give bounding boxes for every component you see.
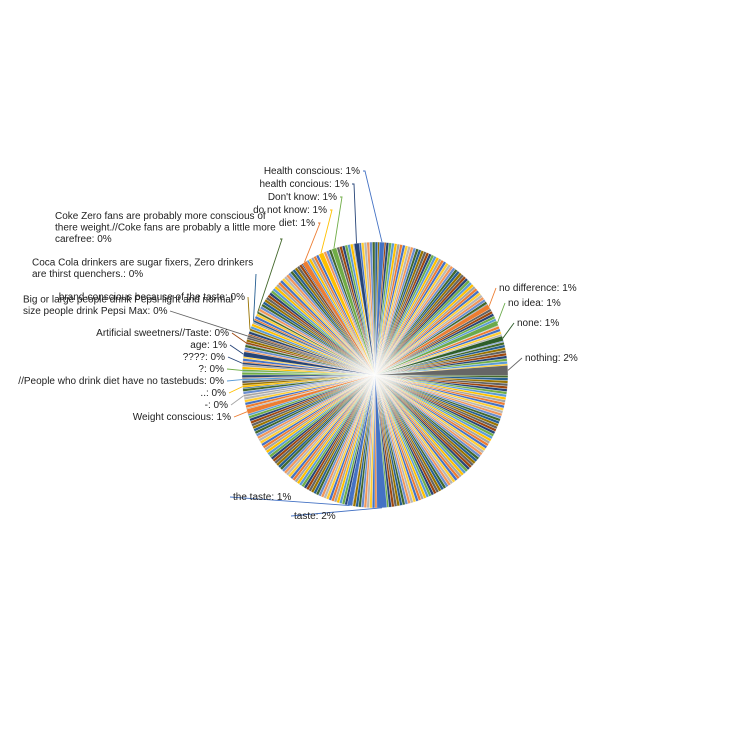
data-label: Artificial sweetners//Taste: 0% (96, 328, 229, 339)
data-label-line: no difference: 1% (499, 283, 577, 294)
leader-line (290, 507, 383, 517)
data-label: Don't know: 1% (268, 192, 337, 203)
data-label-line: there weight.//Coke fans are probably a … (55, 223, 276, 234)
pie-slices (241, 241, 509, 509)
data-label: Big or large people drink Pepsi light an… (23, 295, 233, 318)
data-label-line: -: 0% (205, 400, 228, 411)
data-label-line: Health conscious: 1% (264, 166, 360, 177)
pie-slice-age (243, 351, 376, 376)
leader-line (169, 310, 248, 337)
data-label-line: nothing: 2% (525, 353, 578, 364)
leader-line (227, 356, 243, 364)
leader-line (229, 496, 350, 507)
leader-lines (169, 170, 523, 517)
leader-line (496, 302, 506, 324)
leader-line (226, 368, 243, 371)
data-label-line: health concious: 1% (259, 179, 349, 190)
data-label-line: do not know: 1% (253, 205, 327, 216)
data-label: none: 1% (517, 318, 559, 329)
data-label: ..: 0% (200, 388, 226, 399)
data-label-line: Big or large people drink Pepsi light an… (23, 295, 233, 306)
leader-line (363, 170, 383, 243)
data-label: //People who drink diet have no tastebud… (18, 376, 224, 387)
data-label: the taste: 1% (233, 492, 291, 503)
data-label-line: ?: 0% (198, 364, 224, 375)
data-label: nothing: 2% (525, 353, 578, 364)
leader-line (320, 209, 333, 254)
pie-slice- (242, 374, 376, 388)
data-label-line: Weight conscious: 1% (133, 412, 231, 423)
leader-line (352, 183, 357, 244)
data-label: diet: 1% (279, 218, 315, 229)
data-label: health concious: 1% (259, 179, 349, 190)
leader-line (226, 379, 243, 382)
leader-line (304, 222, 321, 263)
data-label-line: Don't know: 1% (268, 192, 337, 203)
leader-line (228, 386, 243, 394)
data-label-line: none: 1% (517, 318, 559, 329)
leader-line (231, 332, 247, 344)
data-labels: nothing: 2% none: 1% no idea: 1% no differe… (18, 166, 578, 522)
data-label: do not know: 1% (253, 205, 327, 216)
leader-line (333, 196, 343, 249)
data-label-line: Coke Zero fans are probably more conscio… (55, 211, 266, 222)
data-label-line: taste: 2% (294, 511, 336, 522)
pie-slice-no-idea (374, 320, 499, 376)
data-label: brand-conscious because of the taste: 0% (59, 292, 245, 303)
pie-slice-diet (302, 260, 376, 376)
data-label-line: carefree: 0% (55, 234, 112, 245)
data-label: age: 1% (190, 340, 227, 351)
data-label: taste: 2% (294, 511, 336, 522)
data-label-line: no idea: 1% (508, 298, 561, 309)
data-label-line: are thirst quenchers.: 0% (32, 269, 143, 280)
data-label: Coca Cola drinkers are sugar fixers, Zer… (32, 258, 253, 281)
data-label: ?: 0% (198, 364, 224, 375)
leader-line (247, 296, 251, 330)
leader-line (233, 411, 248, 418)
data-label-line: diet: 1% (279, 218, 315, 229)
pie-slice- (242, 362, 376, 376)
data-label: Coke Zero fans are probably more conscio… (55, 211, 276, 245)
data-label-line: size people drink Pepsi Max: 0% (23, 306, 168, 317)
data-label-line: //People who drink diet have no tastebud… (18, 376, 224, 387)
leader-line (257, 238, 283, 313)
data-label: ????: 0% (183, 352, 225, 363)
data-label: -: 0% (205, 400, 228, 411)
leader-line (502, 322, 515, 339)
data-label-line: Artificial sweetners//Taste: 0% (96, 328, 229, 339)
pie-slice-none (374, 335, 504, 376)
data-label-line: brand-conscious because of the taste: 0% (59, 292, 245, 303)
data-label-line: age: 1% (190, 340, 227, 351)
pie-slice- (243, 374, 376, 398)
data-label: no idea: 1% (508, 298, 561, 309)
leader-line (253, 273, 257, 321)
data-label-line: Coca Cola drinkers are sugar fixers, Zer… (32, 258, 253, 269)
pie-slice-big-or-large-people-drink-pepsi-light-an (247, 334, 376, 376)
data-label-line: ????: 0% (183, 352, 225, 363)
data-label-line: the taste: 1% (233, 492, 291, 503)
leader-line (230, 395, 244, 406)
leader-line (229, 344, 244, 355)
data-label: Health conscious: 1% (264, 166, 360, 177)
pie-slice-don-t-know (331, 247, 376, 376)
leader-line (507, 357, 523, 371)
data-label-line: ..: 0% (200, 388, 226, 399)
data-label: no difference: 1% (499, 283, 577, 294)
leader-line (488, 287, 497, 307)
data-label: Weight conscious: 1% (133, 412, 231, 423)
